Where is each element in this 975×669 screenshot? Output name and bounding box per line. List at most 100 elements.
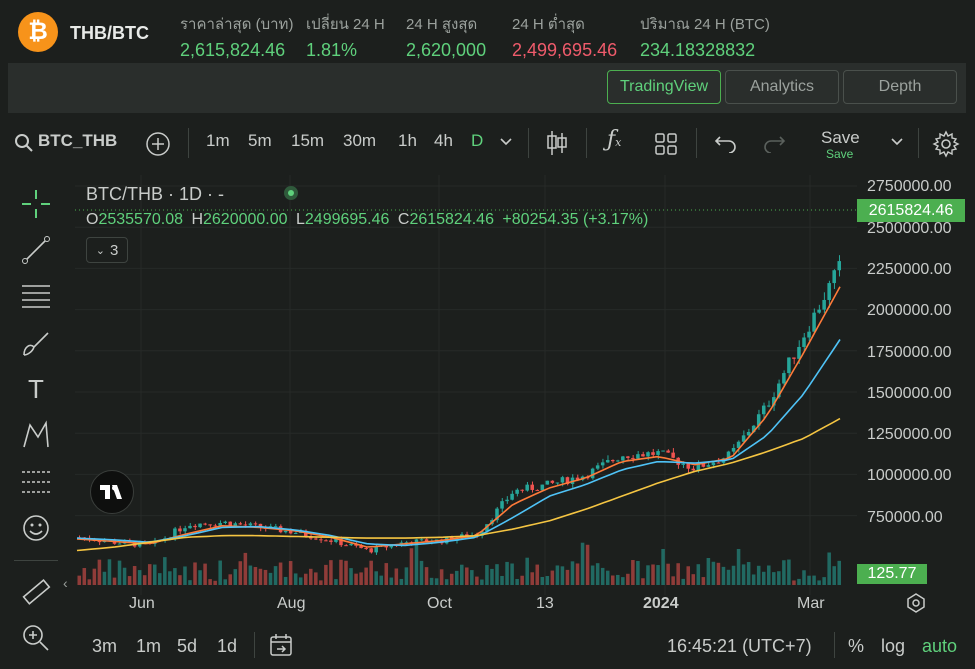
volume-bar <box>92 568 97 585</box>
candle-body <box>505 499 509 502</box>
candle-body <box>188 525 192 529</box>
emoji-icon[interactable] <box>18 510 54 546</box>
volume-bar <box>661 548 665 585</box>
divider <box>188 128 189 158</box>
tab-tradingview[interactable]: TradingView <box>607 70 721 104</box>
volume-bar <box>374 571 378 585</box>
candle-body <box>807 331 811 338</box>
volume-bar <box>696 564 701 585</box>
ruler-icon[interactable] <box>18 575 54 611</box>
range-1m[interactable]: 1m <box>136 636 162 656</box>
volume-bar <box>82 568 87 585</box>
candle-body <box>359 545 363 549</box>
tab-depth[interactable]: Depth <box>843 70 957 104</box>
stat-label: ปริมาณ 24 H (BTC) <box>640 16 770 33</box>
candle-body <box>193 525 197 528</box>
candle-body <box>203 523 207 525</box>
candle-body <box>213 525 217 527</box>
range-1d[interactable]: 1d <box>217 636 238 656</box>
percent-toggle[interactable]: % <box>848 636 865 656</box>
add-symbol-icon[interactable] <box>145 131 171 157</box>
candle-body <box>208 524 212 526</box>
candle-body <box>741 435 746 442</box>
trend-line-icon[interactable] <box>18 232 54 268</box>
candles-icon[interactable] <box>545 129 569 157</box>
candle-body <box>817 309 821 313</box>
volume-bar <box>208 579 212 585</box>
brush-icon[interactable] <box>18 325 54 361</box>
goto-date-icon[interactable] <box>268 632 294 658</box>
chevron-down-icon[interactable] <box>890 137 904 147</box>
ohlc-label: H <box>191 211 203 228</box>
stat-label: 24 H สูงสุด <box>406 16 478 33</box>
zoom-in-icon[interactable] <box>18 620 54 656</box>
auto-toggle[interactable]: auto <box>922 636 958 656</box>
volume-bar <box>424 567 429 585</box>
volume-bar <box>525 557 529 585</box>
candle-body <box>772 397 776 406</box>
volume-bar <box>399 578 404 585</box>
volume-bar <box>822 577 826 585</box>
candle-body <box>218 522 222 526</box>
volume-bar <box>671 576 675 585</box>
undo-icon[interactable] <box>714 133 738 153</box>
interval-d[interactable]: D <box>471 131 484 150</box>
volume-bar <box>505 561 509 585</box>
interval-30m[interactable]: 30m <box>343 131 377 150</box>
redo-icon[interactable] <box>762 133 786 153</box>
save-button[interactable]: Save <box>821 128 860 147</box>
candle-body <box>827 283 831 300</box>
clock[interactable]: 16:45:21 (UTC+7) <box>667 636 812 656</box>
range-5d[interactable]: 5d <box>177 636 198 656</box>
candle-body <box>641 454 645 457</box>
pattern-icon[interactable] <box>18 417 54 453</box>
interval-15m[interactable]: 15m <box>291 131 325 150</box>
volume-bar <box>359 572 363 585</box>
fib-retracement-icon[interactable] <box>18 278 54 314</box>
volume-bar <box>329 560 333 585</box>
interval-5m[interactable]: 5m <box>248 131 272 150</box>
text-tool-icon[interactable]: T <box>28 373 44 404</box>
search-icon[interactable] <box>14 133 34 153</box>
price-chart[interactable] <box>75 175 975 620</box>
volume-bar <box>152 564 157 585</box>
candle-body <box>510 493 514 500</box>
volume-bar <box>656 565 660 585</box>
volume-bar <box>349 568 353 585</box>
volume-bar <box>756 565 761 585</box>
candle-body <box>364 548 368 550</box>
volume-bar <box>550 570 555 585</box>
prediction-icon[interactable] <box>18 464 54 500</box>
log-toggle[interactable]: log <box>881 636 906 656</box>
volume-bar <box>273 566 278 585</box>
volume-bar <box>288 561 293 585</box>
settings-axis-icon[interactable] <box>905 592 927 614</box>
candle-body <box>233 523 238 527</box>
interval-1h[interactable]: 1h <box>398 131 417 150</box>
volume-bar <box>449 573 454 585</box>
collapse-toolbar-icon[interactable]: ‹ <box>63 575 68 591</box>
indicators-icon[interactable]: ƒx <box>607 127 622 152</box>
layout-grid-icon[interactable] <box>654 132 678 156</box>
candle-body <box>711 462 716 466</box>
volume-bar <box>117 560 122 585</box>
volume-bar <box>444 579 449 585</box>
candle-body <box>616 460 620 462</box>
candle-body <box>822 299 826 310</box>
interval-4h[interactable]: 4h <box>434 131 453 150</box>
candle-body <box>832 270 836 284</box>
tradingview-logo[interactable] <box>90 470 134 514</box>
chevron-down-icon[interactable] <box>499 137 513 147</box>
symbol-search[interactable]: BTC_THB <box>38 131 118 150</box>
tab-analytics[interactable]: Analytics <box>725 70 839 104</box>
interval-1m[interactable]: 1m <box>206 131 230 150</box>
volume-bar <box>122 567 127 585</box>
volume-bar <box>258 568 263 585</box>
gear-icon[interactable] <box>932 130 960 158</box>
volume-bar <box>570 561 575 585</box>
close-value: 2615824.46 <box>409 211 494 228</box>
indicators-toggle[interactable]: ⌄ 3 <box>86 237 128 263</box>
candle-body <box>404 542 409 544</box>
range-3m[interactable]: 3m <box>92 636 118 656</box>
crosshair-icon[interactable] <box>18 186 54 222</box>
